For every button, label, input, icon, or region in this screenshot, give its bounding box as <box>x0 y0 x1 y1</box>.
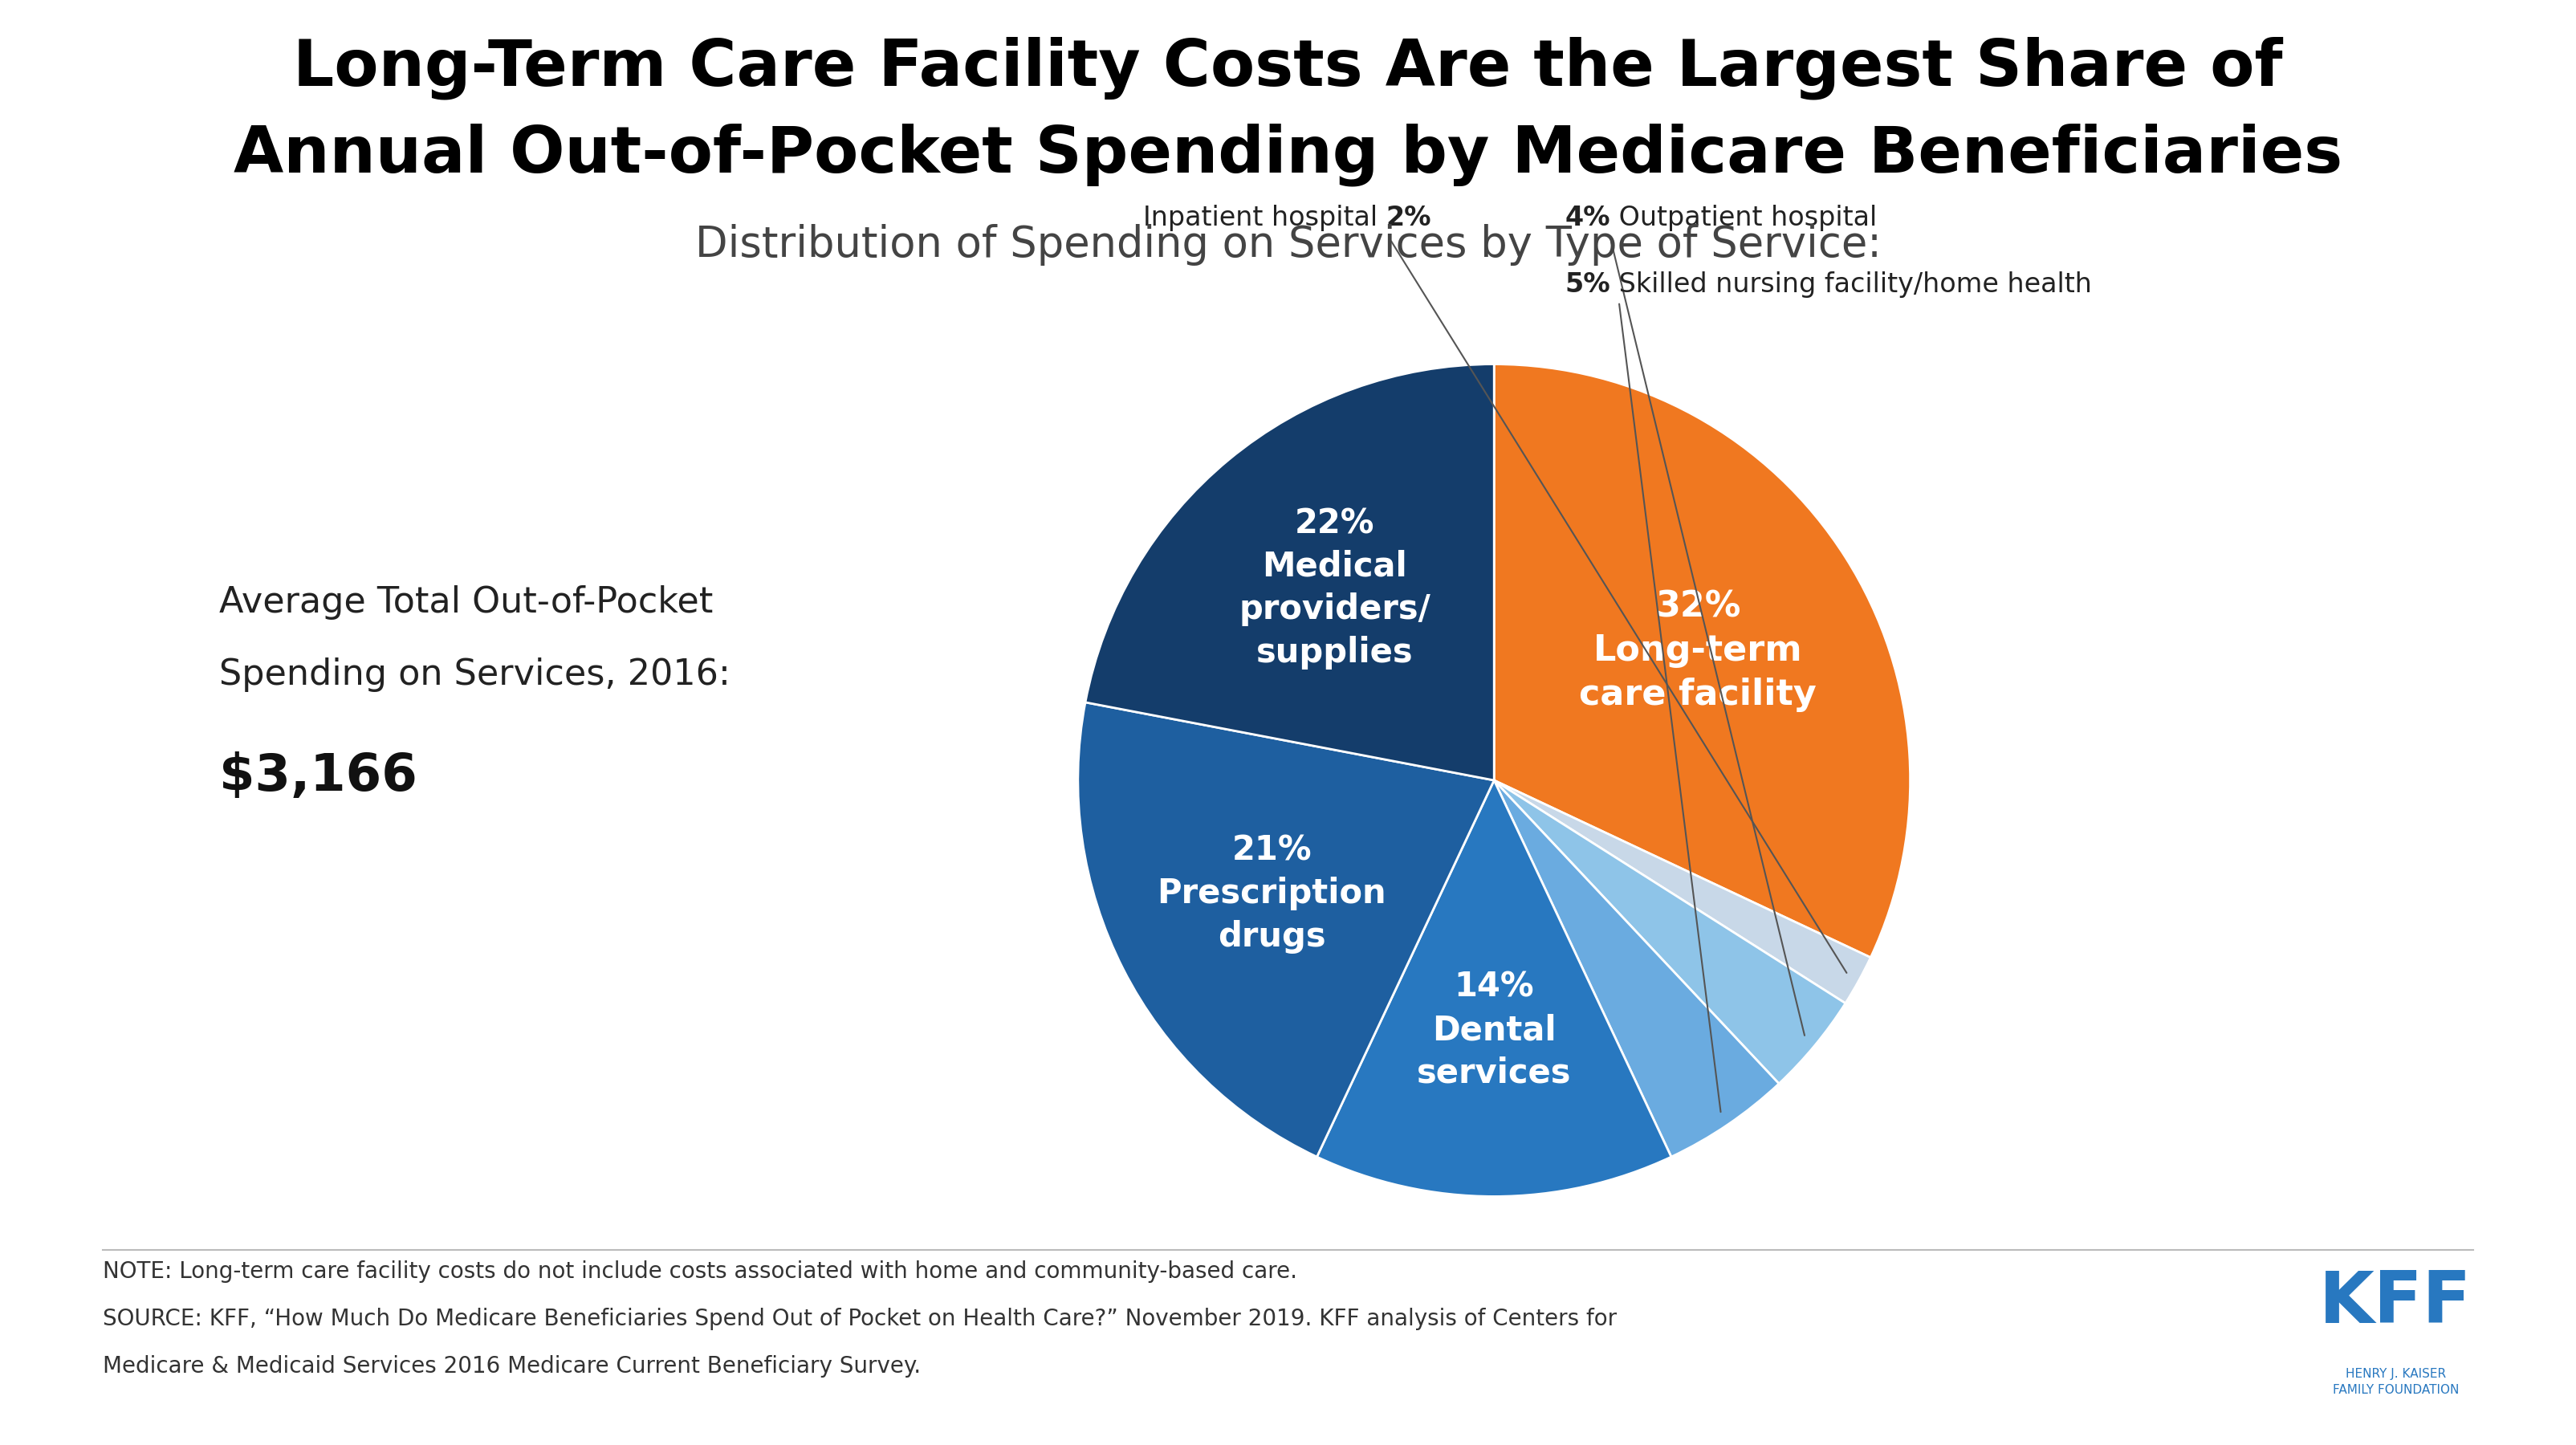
Wedge shape <box>1316 780 1672 1196</box>
Text: 5%: 5% <box>1566 272 1610 298</box>
Text: Long-Term Care Facility Costs Are the Largest Share of: Long-Term Care Facility Costs Are the La… <box>294 36 2282 100</box>
Text: 4%: 4% <box>1566 205 1610 231</box>
Text: Spending on Services, 2016:: Spending on Services, 2016: <box>219 657 732 692</box>
Text: Distribution of Spending on Services by Type of Service:: Distribution of Spending on Services by … <box>696 224 1880 266</box>
Text: Outpatient hospital: Outpatient hospital <box>1610 205 1878 231</box>
Text: HENRY J. KAISER
FAMILY FOUNDATION: HENRY J. KAISER FAMILY FOUNDATION <box>2331 1368 2460 1396</box>
Wedge shape <box>1077 702 1494 1157</box>
Wedge shape <box>1494 780 1844 1084</box>
Text: 21%
Prescription
drugs: 21% Prescription drugs <box>1157 834 1386 954</box>
Text: 22%
Medical
providers/
supplies: 22% Medical providers/ supplies <box>1239 507 1430 669</box>
Text: Skilled nursing facility/home health: Skilled nursing facility/home health <box>1610 272 2092 298</box>
Text: Average Total Out-of-Pocket: Average Total Out-of-Pocket <box>219 585 714 620</box>
Text: Inpatient hospital: Inpatient hospital <box>1144 205 1386 231</box>
Text: KFF: KFF <box>2318 1269 2473 1338</box>
Text: 32%
Long-term
care facility: 32% Long-term care facility <box>1579 590 1816 712</box>
Wedge shape <box>1084 364 1494 780</box>
Text: 2%: 2% <box>1386 205 1432 231</box>
Text: 14%
Dental
services: 14% Dental services <box>1417 970 1571 1090</box>
Wedge shape <box>1494 364 1911 958</box>
Text: SOURCE: KFF, “How Much Do Medicare Beneficiaries Spend Out of Pocket on Health C: SOURCE: KFF, “How Much Do Medicare Benef… <box>103 1308 1618 1331</box>
Wedge shape <box>1494 780 1780 1157</box>
Wedge shape <box>1494 780 1870 1003</box>
Text: NOTE: Long-term care facility costs do not include costs associated with home an: NOTE: Long-term care facility costs do n… <box>103 1260 1298 1283</box>
Text: $3,166: $3,166 <box>219 751 417 801</box>
Text: Medicare & Medicaid Services 2016 Medicare Current Beneficiary Survey.: Medicare & Medicaid Services 2016 Medica… <box>103 1355 922 1379</box>
Text: Annual Out-of-Pocket Spending by Medicare Beneficiaries: Annual Out-of-Pocket Spending by Medicar… <box>234 123 2342 186</box>
